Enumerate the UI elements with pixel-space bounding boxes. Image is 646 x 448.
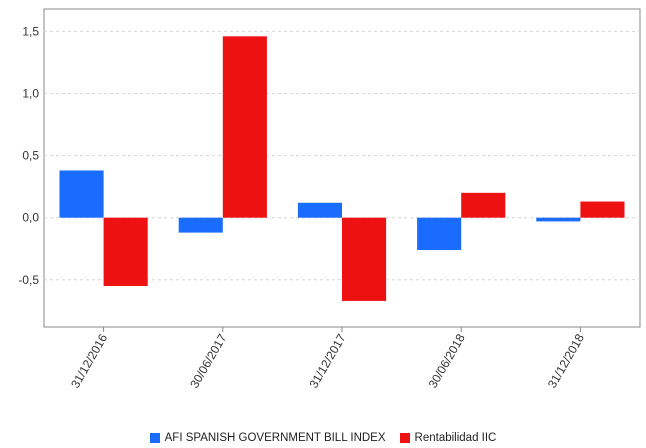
legend-swatch-afi bbox=[149, 433, 160, 443]
x-tick-label: 31/12/2016 bbox=[68, 331, 110, 390]
bar-rentabilidad-2 bbox=[342, 217, 387, 301]
bar-rentabilidad-3 bbox=[461, 192, 506, 218]
bar-afi-4 bbox=[536, 217, 581, 222]
bar-afi-3 bbox=[417, 217, 462, 250]
x-axis-tick-labels: 31/12/2016 30/06/2017 31/12/2017 30/06/2018… bbox=[68, 327, 587, 391]
bar-afi-0 bbox=[59, 170, 104, 218]
legend-swatch-rentabilidad bbox=[399, 433, 410, 443]
y-tick-label: 1,5 bbox=[22, 24, 39, 38]
bar-rentabilidad-1 bbox=[222, 36, 267, 218]
bar-rentabilidad-4 bbox=[580, 201, 625, 218]
y-tick-label: 1,0 bbox=[22, 86, 39, 100]
bar-afi-2 bbox=[297, 202, 342, 218]
x-tick-label: 30/06/2017 bbox=[187, 331, 229, 390]
bar-afi-1 bbox=[178, 217, 223, 233]
bar-rentabilidad-0 bbox=[103, 217, 148, 287]
y-tick-label: 0,0 bbox=[22, 211, 39, 225]
x-tick-label: 30/06/2018 bbox=[426, 331, 468, 390]
legend-item-afi: AFI SPANISH GOVERNMENT BILL INDEX bbox=[149, 432, 386, 444]
legend-label-rentabilidad: Rentabilidad IIC bbox=[414, 432, 497, 444]
y-tick-label: -0,5 bbox=[18, 273, 39, 287]
x-tick-label: 31/12/2017 bbox=[306, 331, 348, 390]
legend: AFI SPANISH GOVERNMENT BILL INDEX Rentab… bbox=[0, 428, 646, 448]
legend-label-afi: AFI SPANISH GOVERNMENT BILL INDEX bbox=[164, 432, 386, 444]
y-tick-label: 0,5 bbox=[22, 149, 39, 163]
bars bbox=[59, 36, 625, 301]
x-tick-label: 31/12/2018 bbox=[545, 331, 587, 390]
legend-item-rentabilidad: Rentabilidad IIC bbox=[399, 432, 497, 444]
y-axis-tick-labels: 1,5 1,0 0,5 0,0 -0,5 bbox=[18, 24, 39, 286]
